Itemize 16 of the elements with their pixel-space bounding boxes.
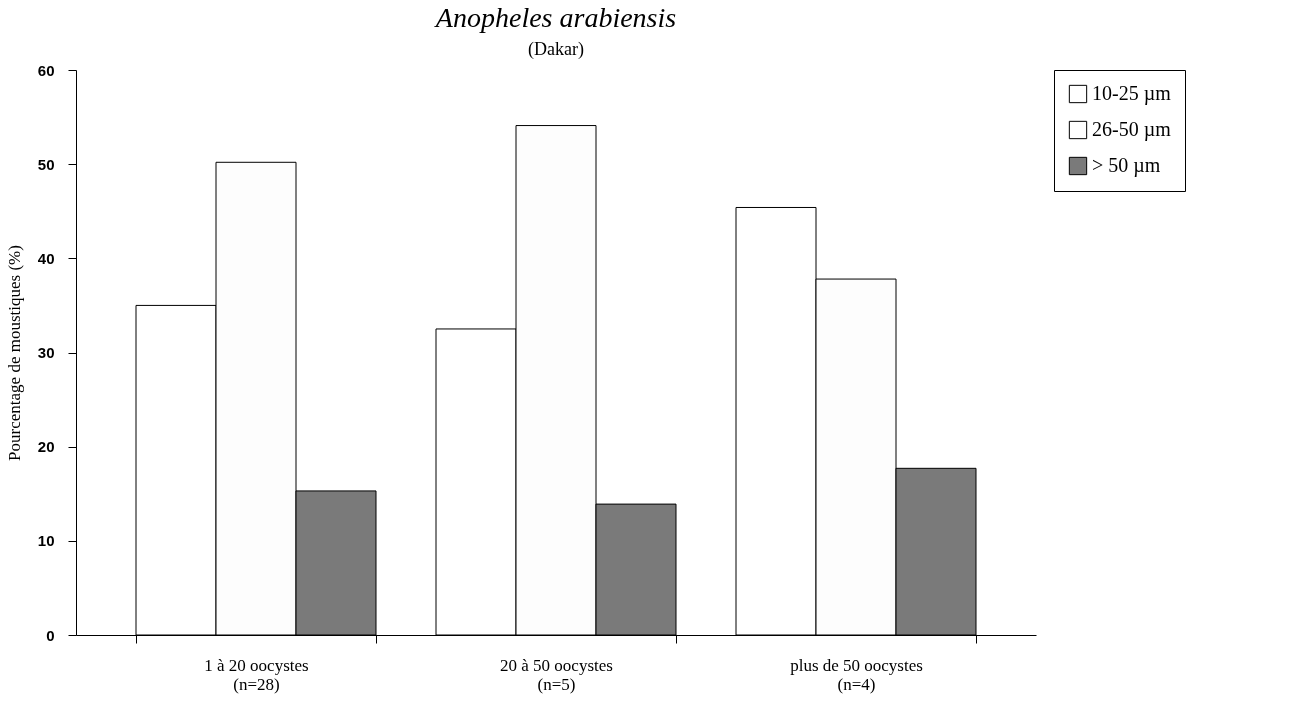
y-tick-label: 40 <box>37 249 55 267</box>
y-axis-title: Pourcentage de moustiques (%) <box>4 245 24 461</box>
legend-label: > 50 µm <box>1092 154 1161 177</box>
chart-title: Anopheles arabiensis <box>433 2 677 33</box>
legend-label: 10-25 µm <box>1092 82 1172 105</box>
legend-label: 26-50 µm <box>1092 118 1172 141</box>
y-tick-label: 60 <box>37 61 55 79</box>
y-tick-label: 20 <box>37 438 55 456</box>
y-tick-label: 30 <box>37 344 55 361</box>
x-tick-label: 20 à 50 oocystes (n=5) <box>500 655 613 694</box>
y-tick-label: 10 <box>37 532 55 550</box>
x-tick-label: 1 à 20 oocystes (n=28) <box>204 655 309 694</box>
x-tick-label: plus de 50 oocystes (n=4) <box>790 655 923 694</box>
y-tick-label: 50 <box>37 155 55 173</box>
y-tick-label: 0 <box>46 626 55 644</box>
chart-subtitle: (Dakar) <box>528 39 584 60</box>
